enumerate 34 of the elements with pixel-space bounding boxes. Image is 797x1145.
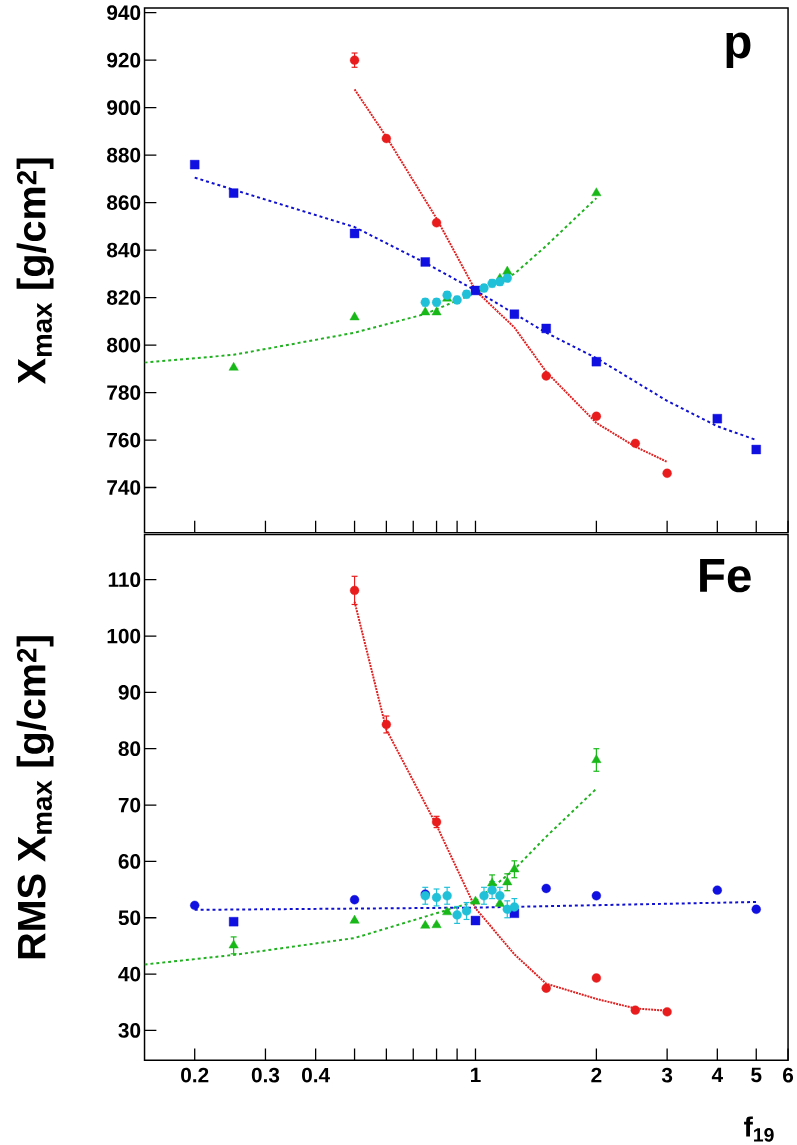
y-tick-label: 780 — [107, 385, 141, 400]
x-tick-label: 3 — [661, 1067, 673, 1083]
y-tick-label: 90 — [118, 685, 141, 700]
y-tick-label: 760 — [107, 432, 141, 448]
y-tick-label: 110 — [108, 572, 141, 588]
x-tick-label: 2 — [591, 1067, 602, 1083]
y-axis-title: X$_{max}$ [g/cm$^{2}$] — [16, 158, 54, 384]
y-tick-label: 80 — [118, 741, 141, 757]
x-axis-title: f$_{19}$ — [744, 1116, 774, 1142]
x-tick-label: 0.2 — [181, 1067, 209, 1083]
annotation: p — [726, 32, 751, 68]
y-tick-label: 40 — [118, 966, 141, 982]
y-tick-label: 940 — [107, 5, 141, 21]
annotation: Fe — [700, 559, 751, 593]
y-tick-label: 50 — [118, 910, 141, 926]
y-tick-label: 740 — [107, 480, 141, 495]
y-tick-label: 920 — [107, 52, 141, 68]
y-tick-label: 900 — [107, 100, 141, 115]
y-tick-label: 820 — [106, 290, 141, 305]
x-tick-label: 5 — [751, 1067, 762, 1083]
x-tick-label: 4 — [711, 1067, 723, 1083]
y-tick-label: 840 — [106, 242, 141, 258]
x-tick-label: 6 — [782, 1067, 794, 1083]
y-tick-label: 30 — [118, 1023, 141, 1038]
x-tick-label: 0.4 — [301, 1067, 330, 1083]
y-tick-label: 800 — [106, 337, 141, 353]
y-tick-label: 60 — [118, 854, 141, 869]
x-tick-label: 0.3 — [251, 1067, 280, 1083]
y-axis-title: RMS X$_{max}$ [g/cm$^{2}$] — [16, 636, 54, 959]
y-tick-label: 860 — [106, 195, 141, 210]
y-tick-label: 70 — [118, 797, 141, 813]
x-tick-label: 1 — [470, 1067, 481, 1083]
y-tick-label: 100 — [107, 628, 141, 644]
y-tick-label: 880 — [106, 147, 141, 163]
